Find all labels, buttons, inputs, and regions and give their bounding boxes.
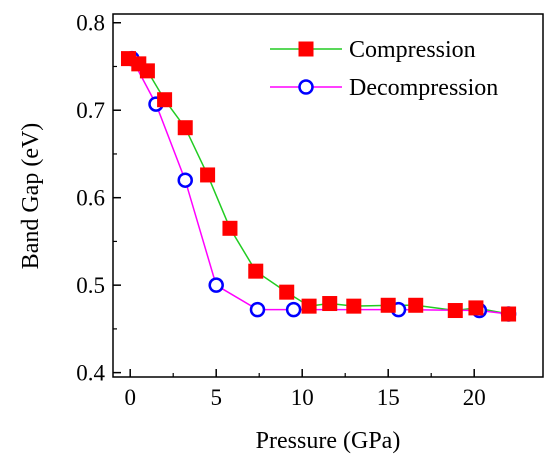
decompression-point [285,301,302,318]
y-axis-ticks: 0.4 0.5 0.6 0.7 0.8 [76,11,121,386]
decompression-point [208,277,224,293]
x-tick-label: 15 [377,385,400,410]
compression-point [157,92,173,108]
y-axis-label: Band Gap (eV) [18,123,44,270]
x-tick-label: 5 [210,385,222,410]
compression-point [139,63,155,79]
legend-label-compression: Compression [349,37,476,63]
compression-point [380,297,396,313]
decompression-point [249,301,266,318]
compression-point [301,298,317,314]
compression-point [447,303,463,319]
compression-point [408,297,424,313]
legend-label-decompression: Decompression [349,75,498,101]
series-layer [120,50,517,322]
x-tick-label: 20 [463,385,486,410]
x-axis-label: Pressure (GPa) [256,428,401,454]
y-tick-label: 0.4 [76,361,105,386]
compression-point [346,298,362,314]
compression-point [322,296,338,312]
compression-point [468,300,484,316]
compression-point [248,263,264,279]
compression-point [222,220,238,236]
plot-frame [112,13,544,378]
compression-point [200,167,216,183]
x-tick-label: 0 [124,385,136,410]
compression-point [279,284,295,300]
y-tick-label: 0.8 [76,11,105,36]
y-tick-label: 0.5 [76,273,105,298]
decompression-point [177,172,193,188]
x-tick-label: 10 [291,385,314,410]
legend-marker-decompression [298,79,314,95]
legend-marker-compression [298,41,314,57]
y-tick-label: 0.6 [76,186,105,211]
compression-point [177,120,193,136]
y-tick-label: 0.7 [76,98,105,123]
compression-point [501,306,517,322]
legend: Compression Decompression [270,37,498,101]
x-axis-ticks: 0 5 10 15 20 [124,369,486,410]
